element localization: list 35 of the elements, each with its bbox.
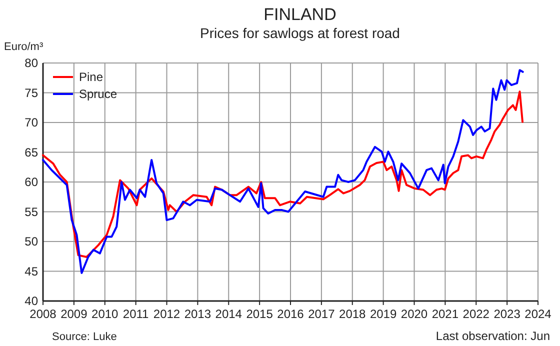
x-tick-label: 2008 [30,307,57,321]
x-tick-label: 2013 [184,307,212,321]
x-tick-label: 2012 [153,307,180,321]
y-tick-label: 65 [24,145,38,160]
chart-title: FINLAND [264,5,336,24]
y-tick-label: 60 [24,175,38,190]
y-tick-label: 80 [24,56,38,70]
x-tick-label: 2017 [308,307,336,321]
x-tick-label: 2015 [246,307,274,321]
x-tick-label: 2018 [339,307,366,321]
x-tick-label: 2011 [122,307,150,321]
line-series [42,69,524,274]
chart-subtitle: Prices for sawlogs at forest road [200,25,400,41]
x-tick-label: 2019 [370,307,397,321]
y-tick-label: 75 [24,86,38,100]
x-tick-label: 2023 [494,307,521,321]
x-tick-label: 2014 [215,307,242,321]
legend-label: Pine [79,70,104,84]
text: Last observation: Jun [436,329,550,343]
x-tick-label: 2009 [60,307,88,321]
y-tick-label: 45 [24,264,38,278]
x-tick-label: 2016 [277,307,304,321]
y-tick-label: 50 [24,234,38,249]
y-tick-label: 70 [24,116,38,130]
x-tick-label: 2022 [462,307,490,321]
source-note: Source: Luke [52,331,117,343]
legend-label: Spruce [79,87,118,102]
y-axis-title: Euro/m³ [4,41,44,53]
x-tick-label: 2020 [400,307,428,321]
x-tick-label: 2021 [432,307,459,321]
x-tick-label: 2010 [92,307,119,321]
y-tick-label: 55 [24,204,38,219]
line-series [42,90,524,258]
x-tick-label: 2024 [524,307,552,321]
y-tick-label: 40 [24,294,38,308]
